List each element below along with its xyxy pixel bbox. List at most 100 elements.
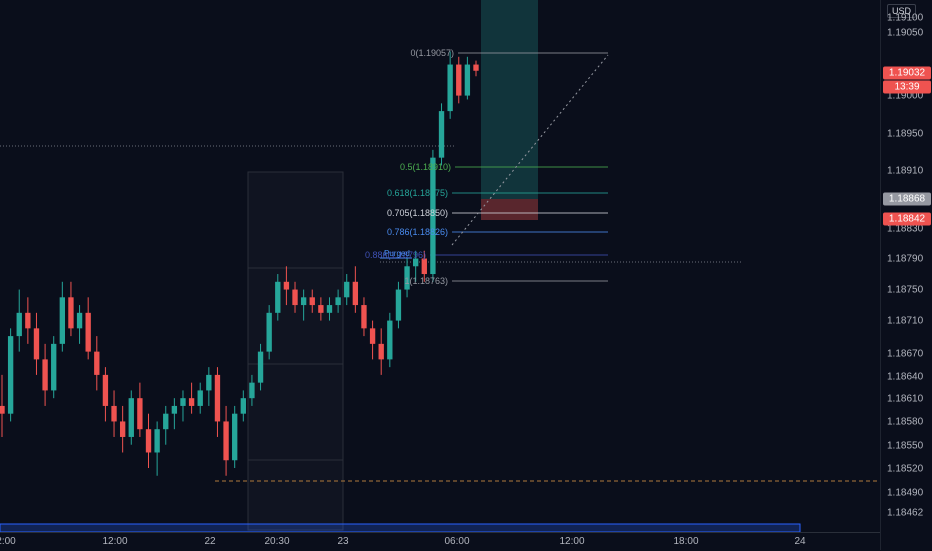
price-tick: 1.18640	[887, 371, 924, 383]
candle-body	[275, 281, 281, 313]
candle-body	[404, 266, 410, 290]
candle-body	[223, 421, 229, 461]
candle-body	[171, 405, 178, 414]
candle-body	[188, 398, 195, 406]
candle-body	[344, 281, 350, 298]
stop-loss-zone	[481, 199, 538, 220]
price-tick: 1.18710	[887, 315, 924, 327]
date-range-band	[0, 523, 801, 532]
candle-body	[300, 297, 307, 306]
price-tick: 1.19000	[887, 90, 924, 102]
fib-level-label: 0.705(1.18850)	[386, 208, 448, 218]
candle-body	[180, 398, 186, 406]
price-tick: 1.18830	[887, 223, 924, 235]
candle-body	[240, 398, 246, 414]
candle-body	[68, 297, 74, 329]
candlestick-chart[interactable]	[0, 0, 880, 532]
session-box	[247, 171, 344, 531]
candle-body	[51, 343, 57, 391]
candle-body	[94, 351, 100, 375]
candle-body	[119, 421, 126, 437]
candle-body	[456, 64, 462, 96]
candle-body	[249, 382, 255, 399]
candle-body	[326, 305, 333, 313]
candle-body	[309, 297, 315, 306]
candle-body	[163, 413, 169, 430]
countdown-tag: 13:39	[883, 80, 931, 94]
fib-level-label: 0.5(1.18910)	[399, 162, 451, 172]
price-tick: 1.18910	[887, 165, 924, 177]
candle-body	[232, 413, 238, 461]
price-tick: 1.18670	[887, 348, 924, 360]
price-tick: 1.18610	[887, 393, 924, 405]
candle-body	[430, 157, 436, 275]
fib-level-label: 0.786(1.18826)	[386, 227, 448, 237]
fib-level-label: 0(1.19057)	[410, 48, 454, 58]
price-tick: 1.18462	[887, 507, 924, 519]
fib-level-label: 0.618(1.18875)	[386, 188, 448, 198]
candle-body	[111, 405, 117, 422]
candle-body	[387, 320, 393, 360]
candle-body	[128, 398, 134, 437]
time-tick: 23	[337, 536, 349, 547]
candle-body	[369, 328, 376, 344]
candle-body	[59, 297, 65, 344]
current-price-tag: 1.19032	[883, 66, 931, 80]
candle-body	[16, 312, 22, 337]
candle-body	[0, 405, 5, 414]
price-tick: 1.18550	[887, 440, 924, 452]
price-tick: 1.18490	[887, 487, 924, 499]
candle-body	[283, 281, 290, 290]
candle-body	[214, 374, 221, 422]
candle-body	[438, 111, 445, 158]
crosshair-price-tag: 1.18868	[883, 192, 931, 206]
candle-body	[335, 297, 341, 306]
candle-body	[197, 390, 203, 406]
fib-level-label: 1(1.18763)	[404, 276, 448, 286]
time-tick: 22	[204, 536, 216, 547]
price-tick: 1.18950	[887, 128, 924, 140]
price-tick: 1.18580	[887, 416, 924, 428]
candle-body	[154, 429, 160, 453]
entry-price-tag: 1.18842	[883, 212, 931, 226]
candle-body	[33, 328, 40, 360]
candle-body	[206, 374, 212, 391]
time-tick: 12:00	[102, 536, 128, 547]
fib-trend-line	[451, 54, 609, 246]
candle-body	[42, 359, 48, 391]
time-axis[interactable]: 2:00 12:00 22 20:30 23 06:00 12:00 18:00 24	[0, 532, 880, 551]
time-tick: 18:00	[673, 536, 699, 547]
candle-body	[421, 258, 427, 275]
candle-body	[413, 258, 419, 267]
candle-body	[102, 374, 109, 406]
take-profit-zone	[481, 0, 538, 199]
price-tick: 1.18520	[887, 463, 924, 475]
candle-body	[137, 398, 143, 430]
candle-body	[361, 305, 367, 329]
price-tick: 1.18750	[887, 284, 924, 296]
purged-label: Purged	[384, 249, 410, 258]
price-tick: 1.19050	[887, 27, 924, 39]
candle-body	[25, 312, 31, 329]
time-tick: 06:00	[444, 536, 470, 547]
candle-body	[473, 64, 479, 71]
candle-body	[318, 305, 324, 313]
price-tick: 1.19100	[887, 12, 924, 24]
candle-body	[378, 343, 384, 360]
time-tick: 20:30	[264, 536, 290, 547]
currency-label: USD	[887, 4, 917, 18]
chart-area[interactable]: 0(1.19057) 0.5(1.18910) 0.618(1.18875) 0.70…	[0, 0, 880, 532]
candle-body	[266, 312, 272, 352]
candle-body	[292, 289, 298, 306]
candle-body	[145, 429, 152, 453]
price-tick: 1.18790	[887, 253, 924, 265]
candle-body	[395, 289, 402, 321]
candle-body	[257, 351, 264, 383]
candle-body	[7, 336, 14, 414]
fib-level-label: 0.886(1.18796)	[364, 250, 426, 260]
time-tick: 12:00	[559, 536, 585, 547]
price-axis[interactable]: USD 1.19100 1.19050 1.19000 1.18950 1.18910 1…	[880, 0, 932, 550]
candle-body	[76, 312, 83, 329]
time-tick: 2:00	[0, 536, 16, 547]
candle-body	[85, 312, 91, 352]
